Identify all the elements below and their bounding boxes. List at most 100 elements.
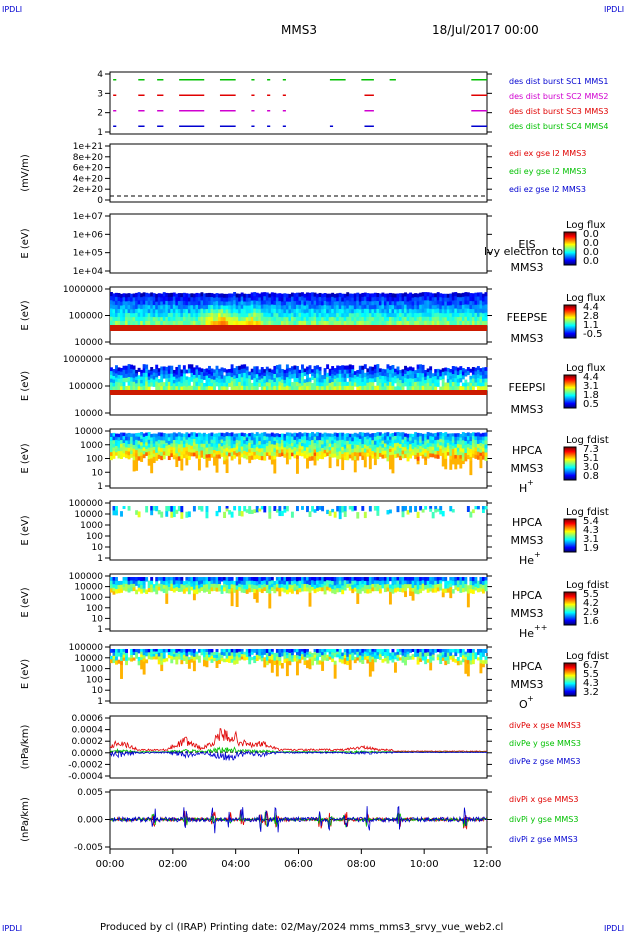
spectro-cell: [376, 432, 380, 437]
spectro-cell: [406, 457, 410, 462]
spectro-cell: [431, 386, 435, 391]
spectro-cell: [351, 369, 355, 374]
spectro-cell: [341, 585, 345, 591]
spectro-cell: [416, 377, 420, 382]
spectro-cell: [471, 321, 475, 326]
spectro-cell: [449, 372, 453, 377]
spectro-cell: [200, 292, 204, 297]
spectro-cell: [383, 432, 387, 437]
spectro-cell: [328, 382, 332, 387]
colorbar-segment: [564, 318, 576, 320]
spectro-cell: [235, 317, 239, 322]
spectro-cell: [321, 297, 325, 302]
spectro-cell: [466, 652, 470, 657]
spectro-cell: [348, 580, 352, 585]
spectro-cell: [260, 386, 264, 391]
spectro-cell: [386, 293, 390, 298]
colorbar-segment: [564, 616, 576, 618]
spectro-cell: [356, 316, 360, 322]
spectro-cell: [233, 440, 237, 445]
spectro-cell: [429, 432, 433, 437]
spectro-cell: [270, 383, 274, 387]
colorbar-segment: [564, 604, 576, 606]
spectro-cell: [160, 511, 164, 518]
colorbar-segment: [564, 236, 576, 238]
spectro-cell: [187, 313, 191, 318]
spectro-cell: [160, 660, 164, 666]
spectro-cell: [376, 439, 380, 444]
spectro-cell: [474, 447, 478, 452]
spectro-cell: [424, 448, 428, 454]
spectro-cell: [147, 317, 151, 322]
spectro-cell: [394, 439, 397, 444]
spectro-cell: [386, 580, 390, 585]
spectro-cell: [137, 432, 141, 438]
spectro-cell: [298, 448, 302, 453]
spectro-cell: [444, 317, 448, 322]
spectro-cell: [401, 376, 405, 381]
spectro-cell: [404, 584, 407, 589]
panel-frame-hpca_o: [109, 644, 488, 704]
spectro-cell: [348, 651, 352, 655]
spectro-cell: [283, 373, 287, 377]
spectro-cell: [414, 309, 418, 314]
spectro-cell: [132, 381, 136, 387]
ytick-label: 10000: [74, 338, 103, 348]
spectro-cell: [185, 379, 189, 384]
spectro-cell: [383, 651, 387, 656]
spectro-cell: [429, 655, 433, 660]
spectro-cell: [197, 432, 201, 437]
spectro-cell: [391, 658, 395, 663]
spectro-cell: [311, 386, 314, 391]
spectro-cell: [235, 382, 239, 387]
spectro-cell: [248, 317, 252, 322]
spectro-cell: [125, 385, 128, 391]
spectro-drop: [150, 458, 154, 474]
spectro-cell: [185, 386, 189, 391]
spectro-cell: [137, 656, 141, 662]
spectro-cell: [122, 432, 126, 437]
spectro-cell: [321, 313, 325, 318]
spectro-cell: [431, 511, 435, 519]
spectro-cell: [419, 312, 423, 318]
spectro-cell: [208, 450, 211, 455]
spectro-cell: [137, 444, 141, 449]
spectro-cell: [120, 297, 123, 303]
spectro-cell: [117, 305, 121, 310]
spectro-cell: [112, 375, 116, 380]
spectro-cell: [263, 649, 267, 653]
spectro-cell: [383, 309, 387, 314]
spectro-cell: [409, 296, 412, 302]
spectro-cell: [285, 442, 289, 447]
spectro-cell: [127, 309, 131, 314]
colorbar-segment: [564, 593, 576, 595]
spectro-cell: [112, 372, 116, 377]
spectro-cell: [358, 373, 362, 379]
spectro-cell: [336, 365, 340, 370]
spectro-cell: [444, 313, 448, 318]
spectro-cell: [396, 301, 400, 306]
spectro-cell: [361, 385, 365, 391]
spectro-cell: [338, 506, 342, 513]
spectro-cell: [202, 447, 206, 452]
colorbar-segment: [564, 316, 576, 318]
spectro-cell: [388, 316, 392, 322]
spectro-cell: [187, 309, 191, 314]
spectro-cell: [177, 580, 181, 585]
spectro-cell: [125, 649, 128, 654]
spectro-cell: [449, 305, 453, 310]
spectro-cell: [409, 320, 412, 326]
spectro-cell: [484, 659, 488, 664]
ytick-label: 100: [86, 455, 103, 465]
spectro-cell: [343, 377, 347, 383]
spectro-cell: [449, 297, 453, 302]
spectro-cell: [414, 297, 418, 302]
spectro-cell: [210, 450, 214, 455]
spectro-cell: [323, 386, 327, 391]
spectro-cell: [235, 659, 239, 664]
ytick-label: 0.0004: [72, 726, 104, 736]
colorbar-tick: 4.4: [583, 302, 599, 313]
spectro-cell: [341, 385, 345, 391]
spectro-cell: [481, 509, 485, 513]
spectro-cell: [172, 386, 176, 391]
